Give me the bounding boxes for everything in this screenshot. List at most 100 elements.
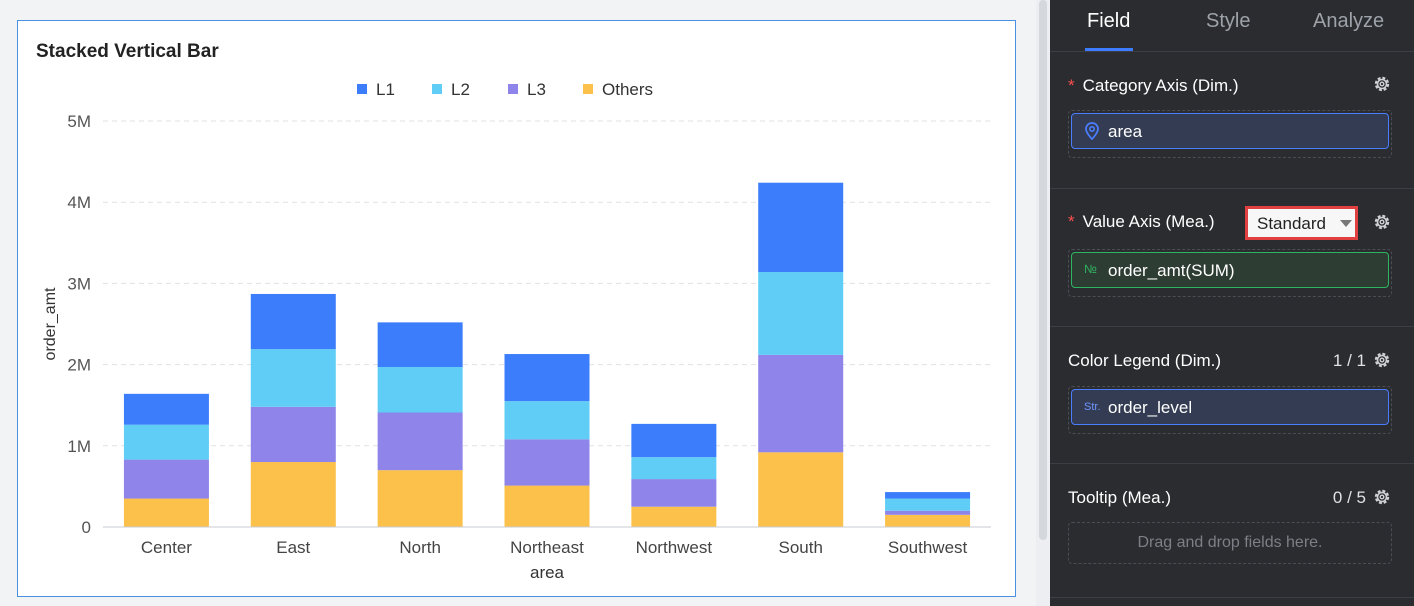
bar-segment	[377, 470, 463, 527]
y-axis-ticks: 0 1M 2M 3M 4M 5M	[67, 112, 91, 537]
x-tick-label: East	[276, 538, 310, 557]
x-tick-label: Northeast	[510, 538, 584, 557]
value-axis-gear-icon[interactable]	[1372, 212, 1392, 232]
drop-placeholder: Drag and drop fields here.	[1137, 534, 1323, 551]
color-legend-count: 1 / 1	[1332, 351, 1366, 370]
value-axis-drop-zone[interactable]: № order_amt(SUM)	[1068, 249, 1392, 297]
tab-field[interactable]: Field	[1087, 10, 1131, 32]
color-legend-title: Color Legend (Dim.)	[1068, 351, 1222, 370]
y-tick-label: 2M	[67, 356, 91, 375]
tooltip-title: Tooltip (Mea.)	[1068, 488, 1171, 507]
x-tick-label: North	[399, 538, 441, 557]
field-name: order_amt(SUM)	[1108, 261, 1235, 280]
stacked-bar-chart: Stacked Vertical Bar L1 L2 L3 Others 0 1M 2M 3…	[36, 41, 991, 582]
category-axis-title: * Category Axis (Dim.)	[1068, 76, 1239, 96]
value-axis-section: * Value Axis (Mea.) Standard № order_amt(…	[1050, 189, 1414, 327]
color-legend-gear-icon[interactable]	[1372, 350, 1392, 370]
bar-segment	[631, 457, 717, 480]
chart-bars	[123, 182, 971, 527]
x-tick-label: South	[778, 538, 822, 557]
y-tick-label: 3M	[67, 274, 91, 293]
x-tick-label: Southwest	[888, 538, 968, 557]
number-type-icon: №	[1084, 262, 1097, 276]
y-tick-label: 0	[82, 518, 91, 537]
bar-segment	[123, 393, 209, 425]
required-mark: *	[1068, 212, 1075, 231]
value-mode-label: Standard	[1257, 214, 1326, 233]
y-tick-label: 4M	[67, 193, 91, 212]
field-name-text: order_level	[1108, 398, 1193, 417]
tooltip-section: Tooltip (Mea.) 0 / 5 Drag and drop field…	[1050, 464, 1414, 598]
tooltip-drop-zone[interactable]: Drag and drop fields here.	[1068, 522, 1392, 564]
legend-label: L3	[527, 80, 546, 99]
bar-segment	[504, 485, 590, 527]
category-axis-section: * Category Axis (Dim.) area	[1050, 52, 1414, 189]
tab-style[interactable]: Style	[1206, 10, 1251, 32]
legend-swatch	[508, 84, 518, 94]
field-pill-order-level[interactable]: Str. order_level	[1071, 389, 1389, 425]
caret-down-icon	[1340, 220, 1352, 227]
category-axis-gear-icon[interactable]	[1372, 74, 1392, 94]
bar-segment	[885, 498, 971, 511]
bar-segment	[377, 367, 463, 413]
y-axis-label: order_amt	[42, 287, 59, 360]
x-tick-label: Center	[141, 538, 192, 557]
value-mode-dropdown[interactable]: Standard	[1245, 206, 1358, 240]
bar-segment	[123, 459, 209, 499]
color-legend-section: Color Legend (Dim.) 1 / 1 Str. order_lev…	[1050, 327, 1414, 464]
y-tick-label: 5M	[67, 112, 91, 131]
bar-segment	[631, 423, 717, 458]
bar-segment	[123, 498, 209, 527]
legend-label: L2	[451, 80, 470, 99]
bar-segment	[250, 293, 336, 350]
value-axis-title-text: Value Axis (Mea.)	[1082, 212, 1215, 231]
bar-segment	[504, 354, 590, 402]
bar-segment	[377, 412, 463, 471]
category-axis-drop-zone[interactable]: area	[1068, 110, 1392, 158]
bar-segment	[123, 424, 209, 460]
category-axis-title-text: Category Axis (Dim.)	[1082, 76, 1239, 95]
legend-label: Others	[602, 80, 653, 99]
y-tick-label: 1M	[67, 437, 91, 456]
field-pill-order-amt[interactable]: № order_amt(SUM)	[1071, 252, 1389, 288]
color-legend-drop-zone[interactable]: Str. order_level	[1068, 386, 1392, 434]
x-axis-ticks: Center East North Northeast Northwest South So…	[141, 538, 968, 557]
tooltip-gear-icon[interactable]	[1372, 487, 1392, 507]
bar-segment	[377, 322, 463, 368]
bar-segment	[250, 462, 336, 527]
x-tick-label: Northwest	[636, 538, 713, 557]
legend-swatch	[357, 84, 367, 94]
bar-segment	[885, 514, 971, 527]
chart-title: Stacked Vertical Bar	[36, 41, 219, 62]
bar-segment	[250, 406, 336, 463]
bar-segment	[758, 182, 844, 273]
bar-segment	[631, 479, 717, 507]
bar-segment	[504, 439, 590, 486]
location-pin-icon	[1085, 122, 1099, 140]
bar-segment	[758, 354, 844, 453]
bar-segment	[758, 272, 844, 355]
chart-legend: L1 L2 L3 Others	[357, 80, 653, 99]
required-mark: *	[1068, 76, 1075, 95]
string-type-icon: Str.	[1084, 401, 1101, 413]
active-tab-indicator	[1085, 48, 1133, 51]
x-axis-label: area	[530, 563, 565, 582]
bar-segment	[758, 452, 844, 527]
tooltip-count: 0 / 5	[1332, 488, 1366, 507]
bar-segment	[885, 492, 971, 499]
panel-scrollbar[interactable]	[1036, 0, 1050, 606]
tab-analyze[interactable]: Analyze	[1313, 10, 1385, 32]
scrollbar-thumb[interactable]	[1039, 0, 1047, 540]
bar-segment	[885, 510, 971, 515]
legend-swatch	[583, 84, 593, 94]
field-pill-area[interactable]: area	[1071, 113, 1389, 149]
bar-segment	[250, 349, 336, 407]
field-name: area	[1108, 122, 1143, 141]
value-axis-title: * Value Axis (Mea.)	[1068, 212, 1215, 232]
bar-segment	[504, 401, 590, 440]
legend-swatch	[432, 84, 442, 94]
chart-panel: Stacked Vertical Bar L1 L2 L3 Others 0 1M 2M 3…	[17, 20, 1016, 597]
config-panel: Field Style Analyze * Category Axis (Dim.…	[1050, 0, 1414, 606]
legend-label: L1	[376, 80, 395, 99]
bar-segment	[631, 506, 717, 527]
